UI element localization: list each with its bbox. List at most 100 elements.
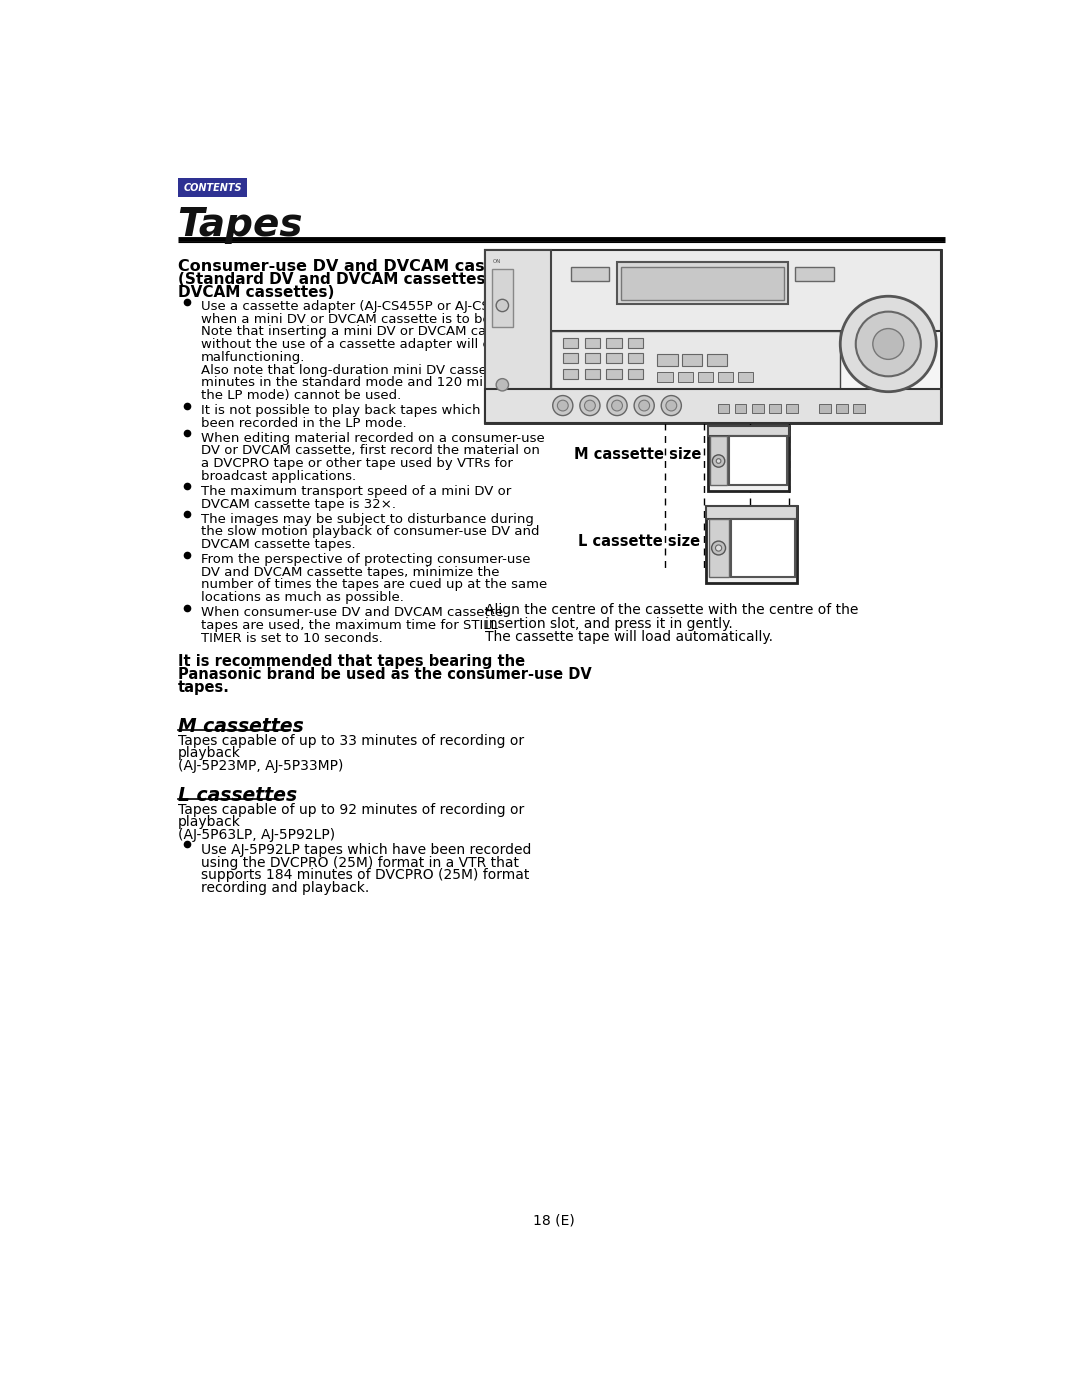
Bar — [584, 353, 600, 363]
Circle shape — [661, 395, 681, 415]
Bar — [698, 373, 713, 381]
Text: Tapes: Tapes — [177, 207, 303, 244]
Circle shape — [496, 379, 509, 391]
Bar — [718, 404, 729, 414]
Text: It is recommended that tapes bearing the: It is recommended that tapes bearing the — [177, 654, 525, 669]
Text: a DVCPRO tape or other tape used by VTRs for: a DVCPRO tape or other tape used by VTRs… — [201, 457, 513, 471]
Bar — [584, 338, 600, 348]
Text: the LP mode) cannot be used.: the LP mode) cannot be used. — [201, 388, 401, 402]
Text: DV and DVCAM cassette tapes, minimize the: DV and DVCAM cassette tapes, minimize th… — [201, 566, 499, 578]
Text: number of times the tapes are cued up at the same: number of times the tapes are cued up at… — [201, 578, 548, 591]
Bar — [734, 404, 746, 414]
Text: recording and playback.: recording and playback. — [201, 882, 369, 895]
Text: When editing material recorded on a consumer-use: When editing material recorded on a cons… — [201, 432, 544, 444]
Bar — [683, 353, 702, 366]
Text: (Standard DV and DVCAM cassettes, mini DV and: (Standard DV and DVCAM cassettes, mini D… — [177, 272, 599, 288]
Bar — [491, 270, 513, 327]
Circle shape — [607, 395, 627, 415]
Text: From the perspective of protecting consumer-use: From the perspective of protecting consu… — [201, 553, 530, 566]
Bar — [627, 338, 644, 348]
Circle shape — [496, 299, 509, 312]
Text: DVCAM cassette tapes.: DVCAM cassette tapes. — [201, 538, 355, 550]
Circle shape — [553, 395, 572, 415]
Bar — [707, 426, 789, 490]
Bar — [786, 404, 798, 414]
Text: playback: playback — [177, 816, 241, 830]
Bar — [836, 404, 848, 414]
Text: DVCAM cassettes): DVCAM cassettes) — [177, 285, 334, 300]
Text: When consumer-use DV and DVCAM cassette: When consumer-use DV and DVCAM cassette — [201, 606, 503, 619]
Circle shape — [713, 455, 725, 467]
Circle shape — [855, 312, 921, 376]
Text: minutes in the standard mode and 120 minutes in: minutes in the standard mode and 120 min… — [201, 376, 537, 390]
Circle shape — [712, 541, 726, 555]
Text: Tapes capable of up to 92 minutes of recording or: Tapes capable of up to 92 minutes of rec… — [177, 802, 524, 816]
Text: DVCAM cassette tape is 32×.: DVCAM cassette tape is 32×. — [201, 497, 396, 510]
Circle shape — [634, 395, 654, 415]
Bar — [563, 353, 578, 363]
Bar — [570, 267, 609, 281]
Text: It is not possible to play back tapes which have: It is not possible to play back tapes wh… — [201, 404, 517, 418]
Bar — [563, 338, 578, 348]
Circle shape — [580, 395, 600, 415]
Bar — [563, 369, 578, 379]
Text: The maximum transport speed of a mini DV or: The maximum transport speed of a mini DV… — [201, 485, 511, 497]
Bar — [852, 404, 865, 414]
Text: using the DVCPRO (25M) format in a VTR that: using the DVCPRO (25M) format in a VTR t… — [201, 855, 518, 870]
Bar — [485, 388, 941, 423]
Bar — [485, 250, 551, 423]
Circle shape — [611, 400, 622, 411]
Bar — [707, 426, 789, 436]
Text: supports 184 minutes of DVCPRO (25M) format: supports 184 minutes of DVCPRO (25M) for… — [201, 869, 529, 883]
Text: the slow motion playback of consumer-use DV and: the slow motion playback of consumer-use… — [201, 525, 539, 538]
Bar — [627, 353, 644, 363]
Text: M cassettes: M cassettes — [177, 717, 303, 736]
Circle shape — [584, 400, 595, 411]
Bar — [795, 267, 834, 281]
Bar — [710, 436, 727, 485]
Circle shape — [715, 545, 721, 550]
Circle shape — [840, 296, 936, 391]
Text: CONTENTS: CONTENTS — [184, 183, 242, 193]
Text: malfunctioning.: malfunctioning. — [201, 351, 306, 363]
Text: L cassettes: L cassettes — [177, 785, 297, 805]
Text: ON: ON — [494, 260, 501, 264]
Bar — [677, 373, 693, 381]
Text: Consumer-use DV and DVCAM cassettes: Consumer-use DV and DVCAM cassettes — [177, 258, 540, 274]
Bar — [658, 373, 673, 381]
Bar — [738, 373, 754, 381]
Bar — [752, 404, 764, 414]
Bar — [706, 507, 797, 518]
Bar — [731, 518, 795, 577]
Text: tapes.: tapes. — [177, 680, 229, 696]
Bar — [485, 250, 941, 331]
Text: Tapes capable of up to 33 minutes of recording or: Tapes capable of up to 33 minutes of rec… — [177, 733, 524, 747]
Bar — [617, 261, 787, 305]
Text: Use AJ-5P92LP tapes which have been recorded: Use AJ-5P92LP tapes which have been reco… — [201, 842, 531, 856]
Circle shape — [638, 400, 649, 411]
Circle shape — [873, 328, 904, 359]
Text: locations as much as possible.: locations as much as possible. — [201, 591, 404, 604]
Bar — [706, 507, 797, 584]
Text: been recorded in the LP mode.: been recorded in the LP mode. — [201, 416, 406, 430]
Text: when a mini DV or DVCAM cassette is to be used.: when a mini DV or DVCAM cassette is to b… — [201, 313, 531, 326]
Text: Align the centre of the cassette with the centre of the: Align the centre of the cassette with th… — [485, 602, 859, 616]
Text: L cassette size: L cassette size — [578, 534, 700, 549]
Bar — [718, 373, 733, 381]
Text: (AJ-5P63LP, AJ-5P92LP): (AJ-5P63LP, AJ-5P92LP) — [177, 828, 335, 842]
Circle shape — [666, 400, 677, 411]
Bar — [658, 353, 677, 366]
Text: broadcast applications.: broadcast applications. — [201, 469, 356, 483]
Text: Panasonic brand be used as the consumer-use DV: Panasonic brand be used as the consumer-… — [177, 668, 592, 682]
Text: (AJ-5P23MP, AJ-5P33MP): (AJ-5P23MP, AJ-5P33MP) — [177, 759, 343, 773]
Text: M cassette size: M cassette size — [575, 447, 702, 461]
Text: The images may be subject to disturbance during: The images may be subject to disturbance… — [201, 513, 534, 525]
Text: The cassette tape will load automatically.: The cassette tape will load automaticall… — [485, 630, 773, 644]
Bar — [584, 369, 600, 379]
Text: without the use of a cassette adapter will cause: without the use of a cassette adapter wi… — [201, 338, 522, 351]
Text: Also note that long-duration mini DV cassettes (80: Also note that long-duration mini DV cas… — [201, 363, 539, 377]
Bar — [177, 179, 247, 197]
Bar — [551, 388, 840, 412]
Text: 18 (E): 18 (E) — [532, 1214, 575, 1228]
Text: tapes are used, the maximum time for STILL: tapes are used, the maximum time for STI… — [201, 619, 498, 631]
